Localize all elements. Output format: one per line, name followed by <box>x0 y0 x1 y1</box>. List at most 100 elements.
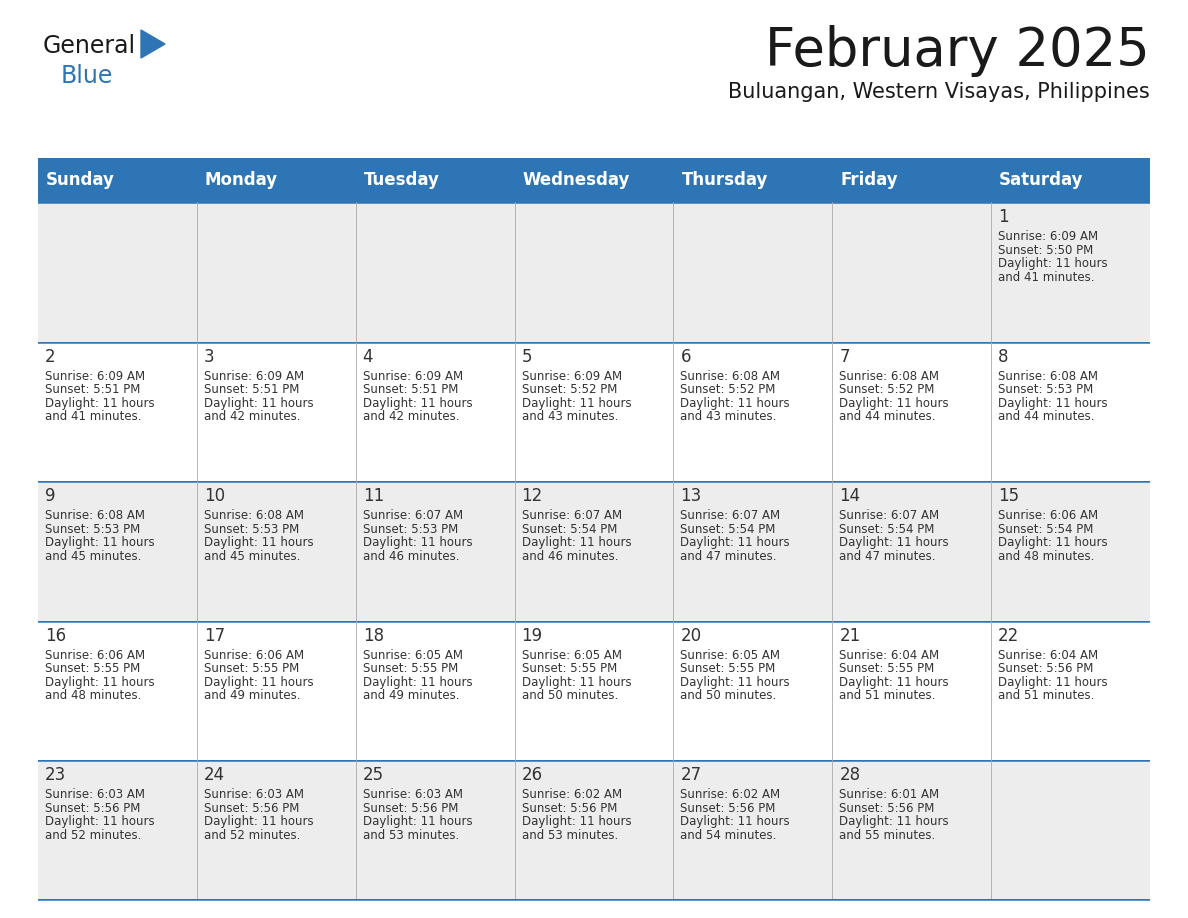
Text: and 52 minutes.: and 52 minutes. <box>204 829 301 842</box>
Text: Sunset: 5:54 PM: Sunset: 5:54 PM <box>839 522 935 536</box>
Text: Daylight: 11 hours: Daylight: 11 hours <box>362 536 473 549</box>
Text: Monday: Monday <box>204 171 278 189</box>
Text: and 53 minutes.: and 53 minutes. <box>362 829 459 842</box>
Text: 24: 24 <box>204 767 225 784</box>
Text: Sunrise: 6:06 AM: Sunrise: 6:06 AM <box>45 649 145 662</box>
Text: Sunrise: 6:05 AM: Sunrise: 6:05 AM <box>681 649 781 662</box>
Text: and 51 minutes.: and 51 minutes. <box>998 689 1094 702</box>
Text: and 55 minutes.: and 55 minutes. <box>839 829 935 842</box>
Text: and 47 minutes.: and 47 minutes. <box>681 550 777 563</box>
Text: Sunset: 5:51 PM: Sunset: 5:51 PM <box>362 383 459 396</box>
Text: Sunset: 5:51 PM: Sunset: 5:51 PM <box>45 383 140 396</box>
Text: and 41 minutes.: and 41 minutes. <box>998 271 1094 284</box>
Text: Sunrise: 6:06 AM: Sunrise: 6:06 AM <box>998 509 1098 522</box>
Text: Sunrise: 6:02 AM: Sunrise: 6:02 AM <box>681 789 781 801</box>
Text: February 2025: February 2025 <box>765 25 1150 77</box>
Text: Sunrise: 6:09 AM: Sunrise: 6:09 AM <box>45 370 145 383</box>
Polygon shape <box>141 30 165 58</box>
Text: 22: 22 <box>998 627 1019 644</box>
Text: Daylight: 11 hours: Daylight: 11 hours <box>45 815 154 828</box>
Text: Daylight: 11 hours: Daylight: 11 hours <box>362 815 473 828</box>
Text: Daylight: 11 hours: Daylight: 11 hours <box>998 676 1107 688</box>
Text: Daylight: 11 hours: Daylight: 11 hours <box>45 536 154 549</box>
Text: Sunset: 5:55 PM: Sunset: 5:55 PM <box>362 662 457 676</box>
Text: Sunset: 5:51 PM: Sunset: 5:51 PM <box>204 383 299 396</box>
Text: Sunrise: 6:08 AM: Sunrise: 6:08 AM <box>839 370 940 383</box>
Text: Sunrise: 6:07 AM: Sunrise: 6:07 AM <box>362 509 463 522</box>
Text: Sunrise: 6:09 AM: Sunrise: 6:09 AM <box>998 230 1098 243</box>
Text: Sunset: 5:54 PM: Sunset: 5:54 PM <box>522 522 617 536</box>
Text: Sunset: 5:53 PM: Sunset: 5:53 PM <box>998 383 1093 396</box>
Text: Daylight: 11 hours: Daylight: 11 hours <box>998 397 1107 409</box>
Text: 11: 11 <box>362 487 384 505</box>
Text: Sunrise: 6:04 AM: Sunrise: 6:04 AM <box>998 649 1098 662</box>
Text: Daylight: 11 hours: Daylight: 11 hours <box>681 815 790 828</box>
Text: Daylight: 11 hours: Daylight: 11 hours <box>45 676 154 688</box>
Text: 1: 1 <box>998 208 1009 226</box>
Text: and 47 minutes.: and 47 minutes. <box>839 550 936 563</box>
Text: Sunrise: 6:05 AM: Sunrise: 6:05 AM <box>362 649 462 662</box>
Text: and 46 minutes.: and 46 minutes. <box>522 550 618 563</box>
Text: Sunset: 5:56 PM: Sunset: 5:56 PM <box>681 802 776 815</box>
Text: Friday: Friday <box>840 171 898 189</box>
Text: 14: 14 <box>839 487 860 505</box>
Text: 26: 26 <box>522 767 543 784</box>
Text: General: General <box>43 34 137 58</box>
Text: 12: 12 <box>522 487 543 505</box>
Text: Sunrise: 6:01 AM: Sunrise: 6:01 AM <box>839 789 940 801</box>
Text: 4: 4 <box>362 348 373 365</box>
Text: Daylight: 11 hours: Daylight: 11 hours <box>998 536 1107 549</box>
Text: Daylight: 11 hours: Daylight: 11 hours <box>522 397 631 409</box>
Text: Daylight: 11 hours: Daylight: 11 hours <box>204 397 314 409</box>
Text: Daylight: 11 hours: Daylight: 11 hours <box>839 815 949 828</box>
Text: Sunset: 5:53 PM: Sunset: 5:53 PM <box>204 522 299 536</box>
Text: Sunset: 5:56 PM: Sunset: 5:56 PM <box>998 662 1093 676</box>
Text: Sunday: Sunday <box>46 171 115 189</box>
Text: Wednesday: Wednesday <box>523 171 630 189</box>
Text: Sunrise: 6:08 AM: Sunrise: 6:08 AM <box>998 370 1098 383</box>
Text: and 48 minutes.: and 48 minutes. <box>45 689 141 702</box>
Text: Sunrise: 6:05 AM: Sunrise: 6:05 AM <box>522 649 621 662</box>
Text: and 42 minutes.: and 42 minutes. <box>204 410 301 423</box>
Text: Blue: Blue <box>61 64 113 88</box>
Text: Saturday: Saturday <box>999 171 1083 189</box>
Text: 17: 17 <box>204 627 225 644</box>
Text: Sunset: 5:56 PM: Sunset: 5:56 PM <box>45 802 140 815</box>
Text: Sunrise: 6:08 AM: Sunrise: 6:08 AM <box>204 509 304 522</box>
Text: 28: 28 <box>839 767 860 784</box>
Text: Sunset: 5:53 PM: Sunset: 5:53 PM <box>45 522 140 536</box>
Text: Daylight: 11 hours: Daylight: 11 hours <box>362 397 473 409</box>
Text: Sunset: 5:52 PM: Sunset: 5:52 PM <box>522 383 617 396</box>
Text: Sunrise: 6:09 AM: Sunrise: 6:09 AM <box>362 370 463 383</box>
Text: 15: 15 <box>998 487 1019 505</box>
Text: and 43 minutes.: and 43 minutes. <box>681 410 777 423</box>
Text: and 48 minutes.: and 48 minutes. <box>998 550 1094 563</box>
Text: Sunset: 5:56 PM: Sunset: 5:56 PM <box>839 802 935 815</box>
Text: 3: 3 <box>204 348 215 365</box>
Text: Sunset: 5:55 PM: Sunset: 5:55 PM <box>681 662 776 676</box>
Text: 10: 10 <box>204 487 225 505</box>
Text: Sunrise: 6:08 AM: Sunrise: 6:08 AM <box>681 370 781 383</box>
Text: 19: 19 <box>522 627 543 644</box>
Text: 8: 8 <box>998 348 1009 365</box>
Text: Sunrise: 6:06 AM: Sunrise: 6:06 AM <box>204 649 304 662</box>
Text: Sunrise: 6:04 AM: Sunrise: 6:04 AM <box>839 649 940 662</box>
Text: Daylight: 11 hours: Daylight: 11 hours <box>522 676 631 688</box>
Text: 5: 5 <box>522 348 532 365</box>
Text: Sunrise: 6:08 AM: Sunrise: 6:08 AM <box>45 509 145 522</box>
Text: Sunset: 5:56 PM: Sunset: 5:56 PM <box>522 802 617 815</box>
Text: Sunset: 5:56 PM: Sunset: 5:56 PM <box>362 802 459 815</box>
Text: 27: 27 <box>681 767 702 784</box>
Text: Sunset: 5:55 PM: Sunset: 5:55 PM <box>45 662 140 676</box>
Text: 20: 20 <box>681 627 702 644</box>
Text: 2: 2 <box>45 348 56 365</box>
Text: Sunset: 5:50 PM: Sunset: 5:50 PM <box>998 243 1093 256</box>
Text: Daylight: 11 hours: Daylight: 11 hours <box>681 676 790 688</box>
Text: and 54 minutes.: and 54 minutes. <box>681 829 777 842</box>
Text: Sunrise: 6:03 AM: Sunrise: 6:03 AM <box>45 789 145 801</box>
Text: and 43 minutes.: and 43 minutes. <box>522 410 618 423</box>
Text: Daylight: 11 hours: Daylight: 11 hours <box>839 536 949 549</box>
Text: and 45 minutes.: and 45 minutes. <box>204 550 301 563</box>
Text: Daylight: 11 hours: Daylight: 11 hours <box>839 676 949 688</box>
Text: 16: 16 <box>45 627 67 644</box>
